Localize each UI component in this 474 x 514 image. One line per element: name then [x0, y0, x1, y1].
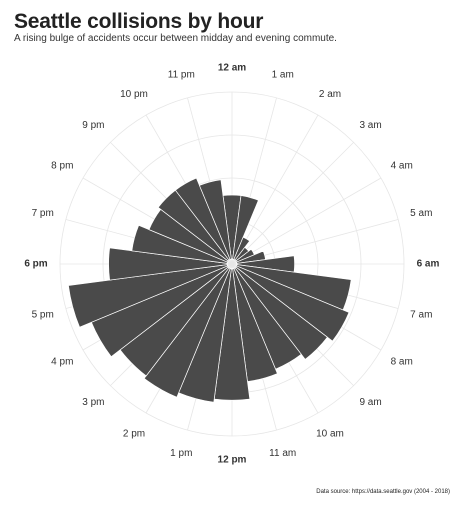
hour-label-11-pm: 11 pm: [168, 69, 195, 80]
hour-label-5-am: 5 am: [410, 208, 432, 219]
bar-1-am: [232, 195, 259, 260]
hour-label-7-am: 7 am: [410, 309, 432, 320]
hour-label-9-am: 9 am: [359, 397, 381, 408]
hour-label-6-am: 6 am: [417, 259, 440, 270]
hour-label-5-pm: 5 pm: [32, 309, 54, 320]
bar-8-am: [235, 265, 350, 342]
hour-label-9-pm: 9 pm: [82, 120, 104, 131]
hour-label-8-pm: 8 pm: [51, 161, 73, 172]
bar-7-pm: [131, 224, 228, 264]
hour-label-2-am: 2 am: [319, 89, 341, 100]
bar-6-pm: [108, 247, 228, 281]
bar-5-pm: [68, 264, 228, 328]
bar-11-pm: [199, 179, 232, 260]
hour-label-8-am: 8 am: [391, 357, 413, 368]
hour-label-2-pm: 2 pm: [123, 428, 145, 439]
hour-label-6-pm: 6 pm: [24, 259, 47, 270]
hour-label-12-am: 12 am: [218, 63, 246, 74]
grid-spoke: [231, 177, 382, 265]
bar-10-pm: [174, 177, 231, 261]
hour-label-12-pm: 12 pm: [218, 455, 247, 466]
hour-label-7-pm: 7 pm: [32, 208, 54, 219]
hour-label-1-pm: 1 pm: [170, 448, 192, 459]
hour-label-4-am: 4 am: [391, 161, 413, 172]
hour-labels: 12 am 1 am 2 am 3 am 4 am 5 am 6 am 7 am 8 am 9 a…: [24, 63, 439, 466]
bar-2-pm: [143, 267, 231, 398]
bar-9-am: [234, 266, 328, 360]
bar-2-am: [233, 236, 251, 261]
hour-label-11-am: 11 am: [269, 448, 296, 459]
hour-label-1-am: 1 am: [272, 69, 294, 80]
data-source-caption: Data source: https://data.seattle.gov (2…: [316, 489, 450, 495]
hour-label-10-pm: 10 pm: [120, 89, 148, 100]
bar-layer: [68, 177, 352, 403]
chart-title: Seattle collisions by hour: [14, 10, 264, 33]
hour-label-3-am: 3 am: [359, 120, 381, 131]
hour-label-10-am: 10 am: [316, 428, 344, 439]
hour-label-4-pm: 4 pm: [51, 357, 73, 368]
chart-subtitle: A rising bulge of accidents occur betwee…: [14, 33, 337, 44]
grid-spoke: [231, 142, 354, 265]
hour-label-3-pm: 3 pm: [82, 397, 104, 408]
